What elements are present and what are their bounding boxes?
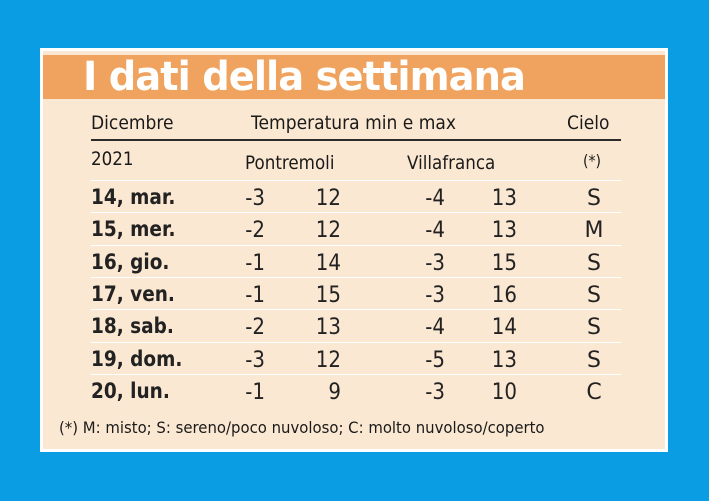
row-sky: C xyxy=(586,379,602,405)
header-city-villafranca: Villafranca xyxy=(407,152,496,174)
row-divider xyxy=(91,276,621,278)
footnote: (*) M: misto; S: sereno/poco nuvoloso; C… xyxy=(59,418,545,437)
row-sky: S xyxy=(587,186,601,211)
header-sky-label: Cielo xyxy=(567,112,610,134)
header-divider xyxy=(91,139,621,141)
row-day: 20, lun. xyxy=(91,378,170,403)
row-villafranca-max: 15 xyxy=(491,250,517,276)
row-divider xyxy=(91,212,621,214)
row-pontremoli-max: 12 xyxy=(315,186,341,211)
header-date-label: Dicembre xyxy=(91,112,174,134)
row-day: 14, mar. xyxy=(91,185,176,209)
row-day: 16, gio. xyxy=(91,249,170,274)
header-city-pontremoli: Pontremoli xyxy=(245,152,335,174)
header-year: 2021 xyxy=(91,148,134,170)
row-villafranca-max: 10 xyxy=(491,379,517,405)
row-divider xyxy=(91,341,621,343)
row-divider xyxy=(91,180,621,181)
row-villafranca-min: -5 xyxy=(425,347,445,373)
row-divider xyxy=(91,373,621,375)
row-villafranca-max: 14 xyxy=(491,315,517,341)
row-day: 15, mer. xyxy=(91,217,176,242)
title-band: I dati della settimana xyxy=(43,54,665,100)
row-pontremoli-max: 15 xyxy=(315,282,341,308)
row-divider xyxy=(91,244,621,246)
row-pontremoli-min: -2 xyxy=(245,315,265,341)
row-villafranca-max: 16 xyxy=(491,282,517,308)
row-day: 19, dom. xyxy=(91,346,183,371)
row-pontremoli-max: 14 xyxy=(315,250,341,276)
row-day: 17, ven. xyxy=(91,281,175,306)
row-villafranca-max: 13 xyxy=(491,218,517,244)
weather-data-card: I dati della settimana Dicembre Temperat… xyxy=(40,48,668,452)
row-villafranca-max: 13 xyxy=(491,186,517,211)
row-villafranca-min: -3 xyxy=(425,250,445,276)
row-villafranca-max: 13 xyxy=(491,347,517,373)
row-villafranca-min: -3 xyxy=(425,379,445,405)
row-sky: S xyxy=(587,347,601,373)
row-sky: S xyxy=(587,282,601,308)
row-sky: M xyxy=(584,218,604,244)
row-pontremoli-max: 12 xyxy=(315,218,341,244)
row-villafranca-min: -4 xyxy=(425,315,445,341)
row-villafranca-min: -3 xyxy=(425,282,445,308)
row-pontremoli-min: -3 xyxy=(245,347,265,373)
row-villafranca-min: -4 xyxy=(425,218,445,244)
header-sky-marker: (*) xyxy=(583,151,602,170)
row-pontremoli-min: -1 xyxy=(245,250,265,276)
row-day: 18, sab. xyxy=(91,314,174,339)
header-temperature-label: Temperatura min e max xyxy=(251,112,456,134)
row-villafranca-min: -4 xyxy=(425,186,445,211)
row-divider xyxy=(91,309,621,311)
row-pontremoli-min: -2 xyxy=(245,218,265,244)
row-sky: S xyxy=(587,250,601,276)
row-pontremoli-min: -3 xyxy=(245,186,265,211)
row-pontremoli-min: -1 xyxy=(245,379,265,405)
row-pontremoli-min: -1 xyxy=(245,282,265,308)
row-pontremoli-max: 12 xyxy=(315,347,341,373)
row-pontremoli-max: 13 xyxy=(315,315,341,341)
row-pontremoli-max: 9 xyxy=(328,379,341,405)
row-sky: S xyxy=(587,315,601,341)
page-title: I dati della settimana xyxy=(83,54,526,100)
